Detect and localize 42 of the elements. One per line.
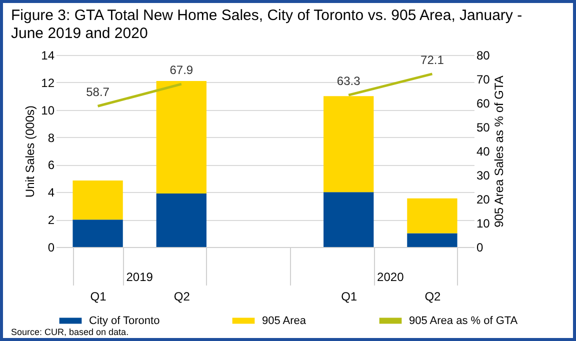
bar <box>407 198 458 234</box>
source-note: Source: CUR, based on data. <box>11 327 129 337</box>
bar <box>156 81 206 194</box>
y-tick-label: 10 <box>41 103 55 118</box>
x-tick-label: Q1 <box>341 290 358 304</box>
y2-tick-label: 70 <box>476 72 490 86</box>
y-tick-label: 6 <box>48 158 55 172</box>
bar <box>407 233 458 247</box>
x-tick-label: Q2 <box>424 290 442 304</box>
y-tick-label: 12 <box>41 76 55 90</box>
legend-label: 905 Area <box>262 314 307 327</box>
legend-label: 905 Area as % of GTA <box>409 314 518 327</box>
text: 2020 <box>377 270 404 284</box>
y2-tick-label: 60 <box>476 96 490 110</box>
y2-tick-label: 10 <box>476 216 490 230</box>
bar <box>72 220 123 247</box>
y-tick-label: 4 <box>48 186 55 200</box>
y2-tick-label: 40 <box>476 144 490 158</box>
y-tick-label: 8 <box>48 130 55 145</box>
y-tick-label: 2 <box>48 213 55 228</box>
text: 2019 <box>126 270 154 284</box>
bar <box>324 96 374 192</box>
y-tick-label: 0 <box>48 240 55 254</box>
data-label: 63.3 <box>336 74 361 88</box>
chart-title: Figure 3: GTA Total New Home Sales, City of Toronto vs. 905 Area, January - June 2019 and 2020 <box>11 7 524 43</box>
y-tick-label: 14 <box>41 48 55 62</box>
y2-axis-title: 905 Area Sales as % of GTA <box>492 76 506 228</box>
data-label: 58.7 <box>86 85 110 100</box>
data-label: 67.9 <box>170 63 194 78</box>
x-tick-label: Q2 <box>174 290 190 304</box>
legend-label: City of Toronto <box>89 314 160 327</box>
bar <box>156 194 206 247</box>
y2-tick-label: 20 <box>476 192 490 206</box>
x-tick-label: Q1 <box>90 290 107 304</box>
y-axis-title: Unit Sales (000s) <box>23 105 38 198</box>
y2-tick-label: 80 <box>476 48 490 62</box>
y2-tick-label: 30 <box>476 168 490 182</box>
y2-tick-label: 50 <box>476 120 490 134</box>
data-label: 72.1 <box>420 52 444 67</box>
bar <box>324 192 374 247</box>
y2-tick-label: 0 <box>476 240 484 254</box>
bar <box>72 180 123 220</box>
